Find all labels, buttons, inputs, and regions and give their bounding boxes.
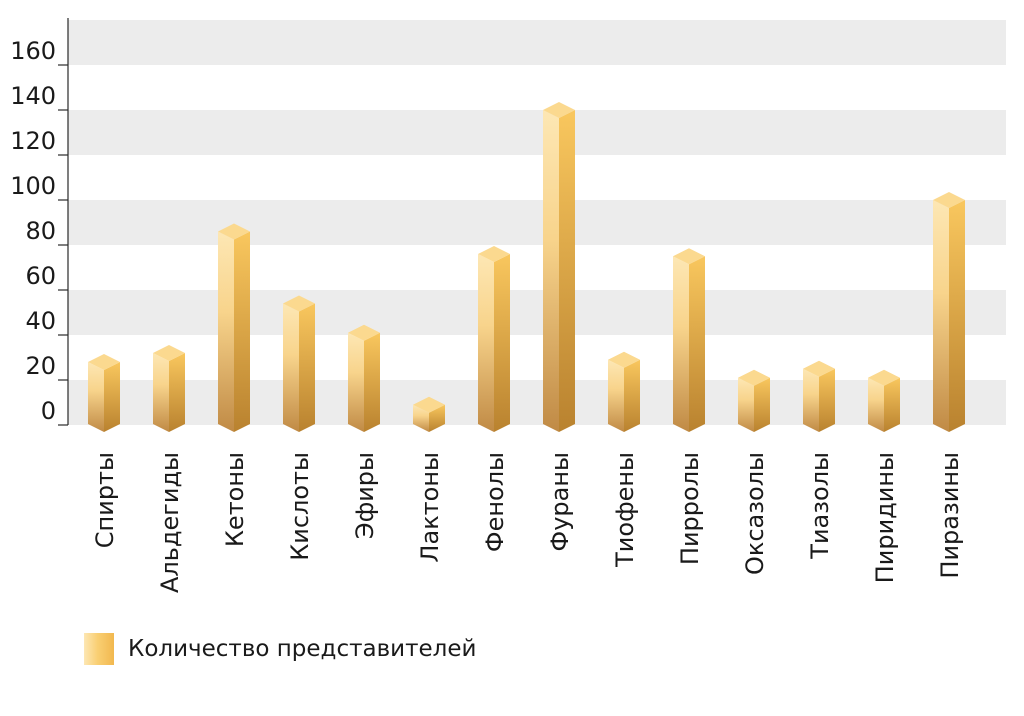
x-category-label: Тиазолы — [806, 452, 834, 560]
bar-cap — [608, 351, 640, 368]
bar-face-left — [218, 231, 234, 432]
bar-face-right — [364, 332, 380, 432]
bar-face-left — [738, 377, 754, 432]
bar-cap — [88, 354, 120, 370]
bar — [413, 396, 445, 432]
bar — [478, 246, 510, 432]
bar-face-right — [234, 231, 250, 432]
x-category-label: Спирты — [91, 452, 119, 548]
bar-face-left — [88, 362, 104, 432]
y-tick-labels: 0 20 40 60 80 100 120 140 160 — [10, 37, 56, 425]
x-category-label: Лактоны — [416, 452, 444, 563]
y-tick-label: 120 — [10, 127, 56, 155]
bar-cap — [868, 369, 900, 386]
x-category-labels: Спирты Альдегиды Кетоны Кислоты Эфиры Лактоны… — [91, 452, 964, 593]
bar — [738, 369, 770, 432]
bar-face-right — [104, 362, 120, 432]
bar-face-left — [608, 359, 624, 432]
bar-cap — [283, 295, 315, 312]
bar — [88, 354, 120, 432]
bar-cap — [218, 223, 250, 240]
bar-face-left — [348, 332, 364, 432]
bar-face-right — [559, 110, 575, 432]
y-tick-label: 60 — [25, 262, 56, 290]
y-tick-label: 40 — [25, 307, 56, 335]
bar-face-left — [478, 254, 494, 432]
bar-face-right — [429, 404, 445, 432]
grid-band — [68, 110, 1006, 155]
bar-face-right — [169, 353, 185, 432]
bar-face-right — [884, 377, 900, 432]
bar-face-left — [413, 404, 429, 432]
x-category-label: Фенолы — [481, 452, 509, 552]
bar-series — [88, 102, 965, 432]
x-category-label: Оксазолы — [741, 452, 769, 575]
bar — [153, 345, 185, 432]
bar — [218, 223, 250, 432]
bar-face-left — [803, 368, 819, 432]
y-tick-label: 140 — [10, 82, 56, 110]
bar — [283, 295, 315, 432]
bar — [933, 192, 965, 432]
grid-band — [68, 20, 1006, 65]
bar-cap — [348, 324, 380, 341]
bar-face-left — [153, 353, 169, 432]
x-category-label: Пирролы — [676, 452, 704, 565]
bar-face-right — [819, 368, 835, 432]
bar-face-right — [689, 256, 705, 432]
bar — [608, 351, 640, 432]
bar-face-right — [754, 377, 770, 432]
bar-face-right — [494, 254, 510, 432]
y-tick-label: 20 — [25, 352, 56, 380]
y-tick-label: 0 — [41, 397, 56, 425]
bar-cap — [738, 369, 770, 386]
legend: Количество представителей — [84, 632, 476, 666]
x-category-label: Кетоны — [221, 452, 249, 547]
y-tick-label: 80 — [25, 217, 56, 245]
bar — [543, 102, 575, 432]
x-category-label: Альдегиды — [156, 452, 184, 593]
bar-face-left — [283, 303, 299, 432]
x-category-label: Эфиры — [351, 452, 379, 539]
bar-cap — [478, 246, 510, 262]
bar-face-left — [673, 256, 689, 432]
bar — [803, 360, 835, 432]
grid-band — [68, 290, 1006, 335]
bar — [673, 248, 705, 432]
x-category-label: Пиридины — [871, 452, 899, 583]
bar-cap — [933, 192, 965, 208]
grid-band — [68, 380, 1006, 425]
bar — [868, 369, 900, 432]
bar-cap — [673, 248, 705, 265]
legend-label: Количество представителей — [128, 636, 477, 662]
x-category-label: Тиофены — [611, 452, 639, 568]
bar-cap — [803, 360, 835, 377]
x-category-label: Кислоты — [286, 452, 314, 561]
bar-cap — [413, 396, 445, 413]
grid-bands — [68, 20, 1006, 425]
y-tick-label: 160 — [10, 37, 56, 65]
bar-cap — [153, 345, 185, 361]
x-category-label: Пиразины — [936, 452, 964, 579]
bar-face-left — [543, 110, 559, 432]
bar-face-right — [299, 303, 315, 432]
x-category-label: Фураны — [546, 452, 574, 551]
bar-face-right — [624, 359, 640, 432]
bar-face-left — [868, 377, 884, 432]
y-tick-label: 100 — [10, 172, 56, 200]
legend-swatch — [84, 633, 114, 665]
y-axis — [58, 18, 69, 426]
bar-cap — [543, 102, 575, 118]
bar-face-left — [933, 200, 949, 432]
bar-face-right — [949, 200, 965, 432]
bar — [348, 324, 380, 432]
grid-band — [68, 200, 1006, 245]
